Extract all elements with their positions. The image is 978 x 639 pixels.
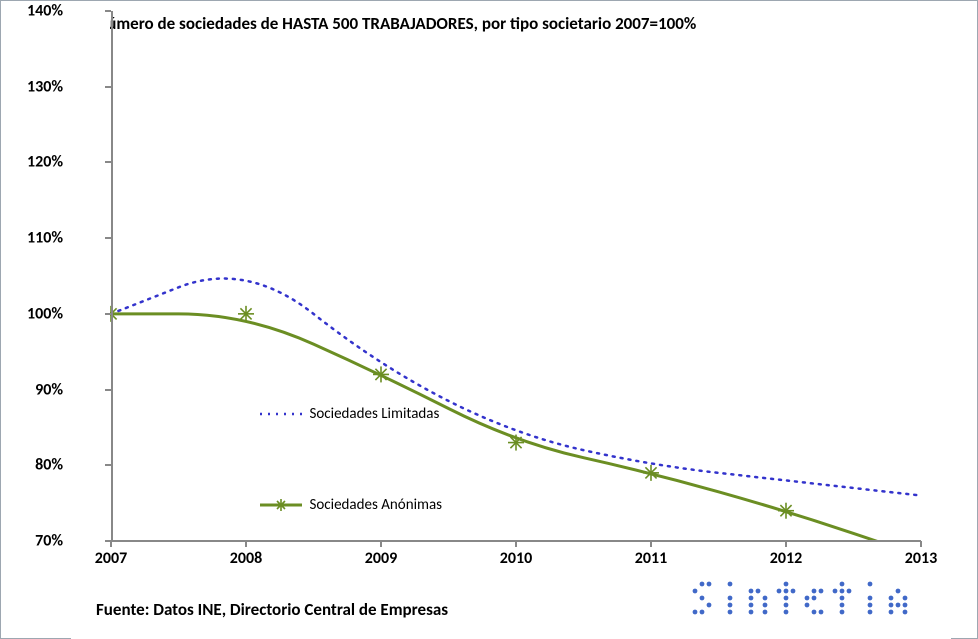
- y-tick-label: 110%: [27, 229, 63, 248]
- logo-sintetia: [691, 579, 941, 624]
- chart-container: Número de sociedades de HASTA 500 TRABAJ…: [0, 0, 978, 639]
- x-tick-label: 2011: [635, 549, 667, 568]
- source-text: Fuente: Datos INE, Directorio Central de…: [96, 599, 448, 620]
- series-marker: [373, 366, 389, 382]
- legend-label: Sociedades Limitadas: [310, 405, 440, 423]
- series-marker: [643, 465, 659, 481]
- y-tick-label: 80%: [35, 456, 63, 475]
- plot-area: 70%80%90%100%110%120%130%140%20072008200…: [71, 11, 951, 541]
- x-tick-label: 2007: [95, 549, 127, 568]
- x-tick-label: 2013: [905, 549, 937, 568]
- y-tick-label: 130%: [27, 77, 63, 96]
- x-tick-label: 2008: [230, 549, 262, 568]
- logo-svg: [691, 579, 941, 619]
- series-marker: [778, 503, 794, 519]
- x-tick-label: 2012: [770, 549, 802, 568]
- y-tick-label: 70%: [35, 532, 63, 551]
- y-tick-label: 120%: [27, 153, 63, 172]
- x-tick-label: 2010: [500, 549, 532, 568]
- legend-limitadas: Sociedades Limitadas: [260, 405, 440, 423]
- legend-label: Sociedades Anónimas: [310, 496, 443, 514]
- y-tick-label: 140%: [27, 2, 63, 21]
- y-tick-label: 100%: [27, 304, 63, 323]
- chart-svg: [71, 11, 951, 541]
- series-line: [111, 279, 921, 496]
- y-tick-label: 90%: [35, 380, 63, 399]
- x-tick-label: 2009: [365, 549, 397, 568]
- legend-anonimas: Sociedades Anónimas: [260, 496, 443, 514]
